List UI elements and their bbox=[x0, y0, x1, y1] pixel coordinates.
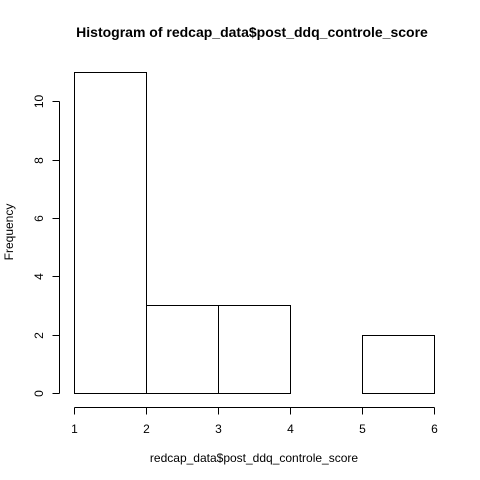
x-tick-label-3: 4 bbox=[287, 422, 294, 436]
x-tick-label-4: 5 bbox=[359, 422, 366, 436]
x-axis-label: redcap_data$post_ddq_controle_score bbox=[150, 451, 358, 465]
y-axis-label: Frequency bbox=[2, 204, 16, 261]
histogram-bar-4 bbox=[363, 336, 435, 394]
histogram-bar-1 bbox=[147, 306, 219, 394]
chart-title: Histogram of redcap_data$post_ddq_contro… bbox=[76, 24, 428, 40]
x-tick-label-0: 1 bbox=[71, 422, 78, 436]
y-tick-label-2: 4 bbox=[32, 273, 46, 280]
y-axis: 0 2 4 6 8 10 bbox=[32, 95, 60, 397]
x-axis: 1 2 3 4 5 6 bbox=[71, 408, 438, 437]
y-tick-label-1: 2 bbox=[32, 332, 46, 339]
y-tick-label-4: 8 bbox=[32, 157, 46, 164]
x-tick-label-1: 2 bbox=[143, 422, 150, 436]
y-tick-label-5: 10 bbox=[32, 95, 46, 109]
histogram-bar-0 bbox=[75, 73, 147, 394]
bars-layer bbox=[75, 73, 435, 394]
y-tick-label-3: 6 bbox=[32, 215, 46, 222]
y-tick-label-0: 0 bbox=[32, 390, 46, 397]
histogram-bar-2 bbox=[219, 306, 291, 394]
x-tick-label-5: 6 bbox=[431, 422, 438, 436]
x-tick-label-2: 3 bbox=[215, 422, 222, 436]
